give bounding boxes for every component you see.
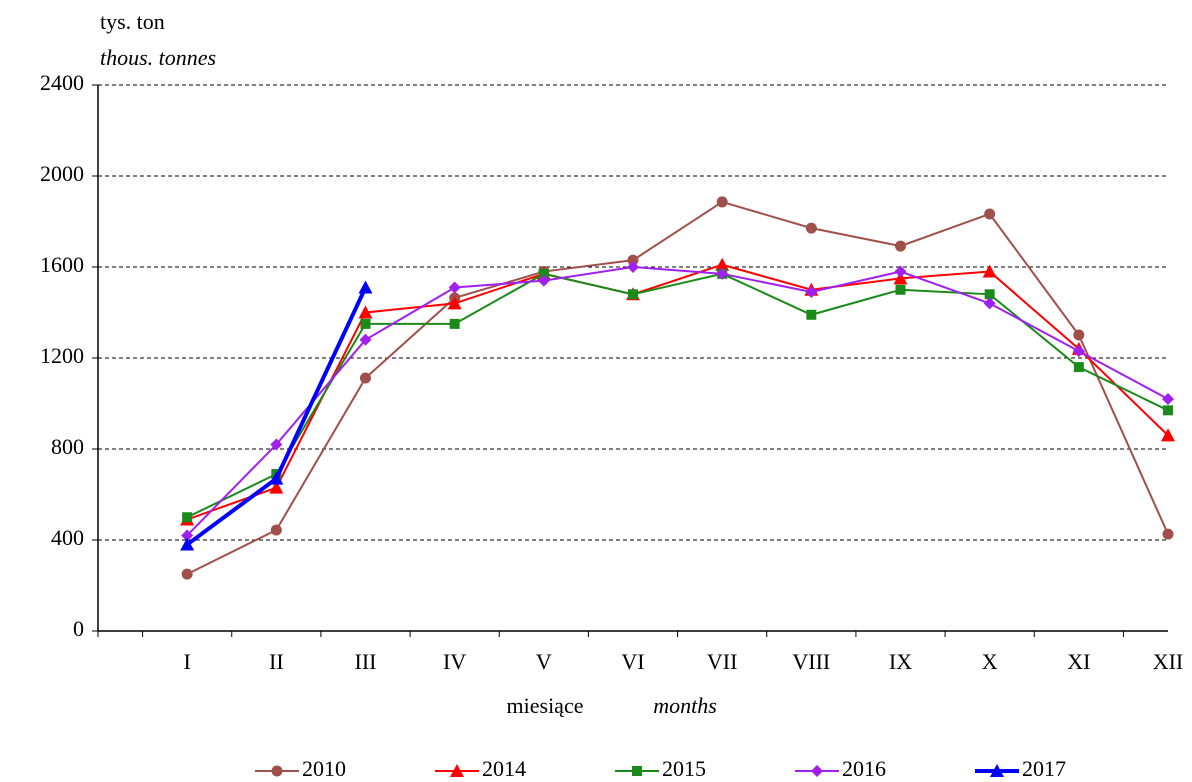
data-point xyxy=(716,267,729,280)
data-point xyxy=(181,568,193,580)
x-tick-label: X xyxy=(982,649,998,674)
data-point xyxy=(1162,528,1174,540)
y-tick-label: 2400 xyxy=(40,70,84,95)
data-point xyxy=(180,537,195,551)
data-point xyxy=(1072,345,1085,358)
x-axis-label: miesiące xyxy=(507,693,584,718)
data-point xyxy=(447,296,462,310)
legend-marker xyxy=(811,765,823,777)
data-point xyxy=(360,372,371,384)
legend-marker xyxy=(271,765,283,777)
data-point xyxy=(982,264,997,278)
data-point xyxy=(270,438,283,451)
y-tick-label: 400 xyxy=(51,525,84,550)
data-point xyxy=(360,318,371,329)
data-point xyxy=(983,297,996,310)
series-line xyxy=(185,286,368,547)
series-line xyxy=(186,263,1169,521)
x-tick-label: II xyxy=(269,649,284,674)
series-line xyxy=(186,200,1169,576)
x-tick-label: VI xyxy=(621,649,644,674)
data-point xyxy=(1162,392,1174,405)
data-point xyxy=(805,222,817,234)
legend-label: 2015 xyxy=(662,756,706,781)
data-point xyxy=(716,196,728,208)
legend-label: 2010 xyxy=(302,756,346,781)
legend-label: 2014 xyxy=(482,756,526,781)
data-point xyxy=(270,524,282,536)
y-tick-label: 2000 xyxy=(40,161,84,186)
data-point xyxy=(1161,428,1175,442)
legend-label: 2016 xyxy=(842,756,886,781)
data-point xyxy=(1073,362,1084,373)
data-point xyxy=(182,512,193,523)
data-point xyxy=(269,471,284,485)
data-point xyxy=(448,281,461,294)
data-point xyxy=(449,318,460,329)
y-tick-label: 1200 xyxy=(40,343,84,368)
data-point xyxy=(358,305,373,319)
x-tick-label: IX xyxy=(889,649,912,674)
data-point xyxy=(895,284,906,295)
data-point xyxy=(805,286,818,299)
y-axis-label: tys. ton xyxy=(100,9,165,34)
x-tick-label: VIII xyxy=(792,649,830,674)
data-point xyxy=(984,289,995,300)
data-point xyxy=(893,271,908,285)
data-point xyxy=(1163,405,1173,416)
legend-marker xyxy=(450,764,464,777)
data-point xyxy=(715,257,730,271)
y-tick-label: 800 xyxy=(51,434,84,459)
legend-label: 2017 xyxy=(1022,756,1066,781)
data-point xyxy=(984,208,996,220)
data-point xyxy=(627,254,639,266)
x-tick-label: III xyxy=(355,649,377,674)
data-point xyxy=(358,280,373,294)
legend-marker xyxy=(990,764,1004,777)
data-point xyxy=(537,274,550,287)
x-tick-label: V xyxy=(536,649,552,674)
data-point xyxy=(269,480,284,494)
series-line xyxy=(186,272,1169,519)
data-point xyxy=(895,240,906,252)
x-tick-label: VII xyxy=(707,649,738,674)
x-tick-label: I xyxy=(184,649,191,674)
y-tick-label: 0 xyxy=(73,616,84,641)
data-point xyxy=(1073,329,1085,341)
data-point xyxy=(181,529,194,542)
y-tick-label: 1600 xyxy=(40,252,84,277)
x-tick-label: IV xyxy=(443,649,466,674)
series-line xyxy=(186,265,1169,537)
x-tick-label: XI xyxy=(1067,649,1090,674)
data-point xyxy=(538,268,549,279)
data-point xyxy=(894,265,907,278)
data-point xyxy=(359,333,372,346)
data-point xyxy=(806,309,817,320)
data-point xyxy=(628,289,638,300)
y-axis-label-en: thous. tonnes xyxy=(100,45,216,70)
legend-marker xyxy=(632,766,642,776)
x-axis-label-en: months xyxy=(653,693,717,718)
data-point xyxy=(627,261,639,273)
x-tick-label: XII xyxy=(1153,649,1184,674)
